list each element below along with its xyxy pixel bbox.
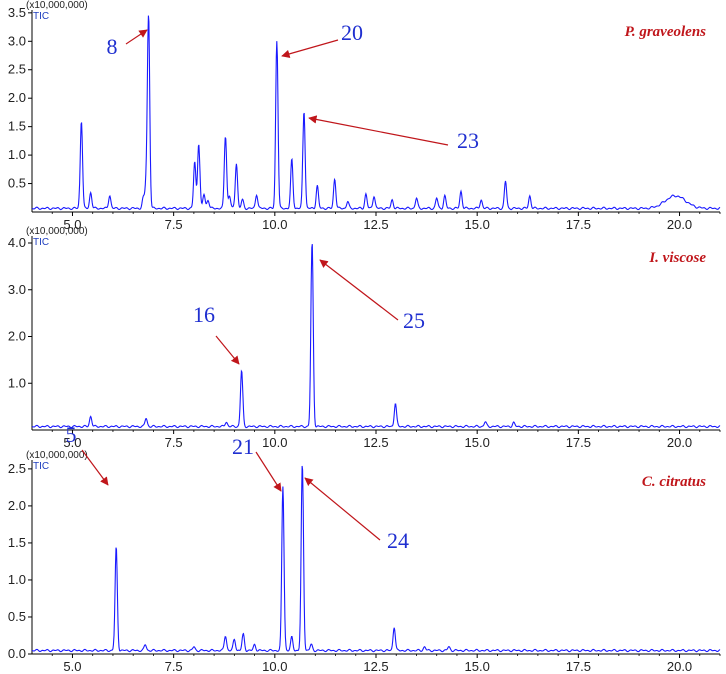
x-tick-label: 10.0 [262, 217, 287, 232]
x-tick-label: 12.5 [363, 435, 388, 450]
x-tick-label: 20.0 [667, 217, 692, 232]
peak-number-label: 8 [107, 34, 118, 59]
x-tick-label: 5.0 [63, 435, 81, 450]
y-tick-label: 1.5 [8, 535, 26, 550]
x-tick-label: 17.5 [566, 435, 591, 450]
x-tick-label: 7.5 [165, 217, 183, 232]
y-scale-label: (x10,000,000) [26, 450, 88, 461]
x-tick-label: 15.0 [465, 435, 490, 450]
peak-number-label: 16 [193, 302, 215, 327]
peak-arrow [255, 451, 282, 492]
peak-number-label: 24 [387, 528, 409, 553]
tic-trace-line [31, 465, 721, 653]
chromatogram-panel-3: (x10,000,000)TIC 5.0 7.5 10.0 12.5 15.0 17.5 20… [8, 422, 721, 674]
x-tick-label: 5.0 [63, 217, 81, 232]
y-tick-label: 3.0 [8, 33, 26, 48]
signal-label: TIC [33, 237, 49, 248]
y-tick-label: 0.5 [8, 609, 26, 624]
peak-arrow [215, 335, 240, 365]
y-tick-label: 3.5 [8, 5, 26, 20]
peak-number-label: 23 [457, 128, 479, 153]
peak-arrow [304, 477, 381, 541]
y-tick-label: 2.0 [8, 498, 26, 513]
x-tick-label: 12.5 [363, 217, 388, 232]
signal-label: TIC [33, 461, 49, 472]
y-tick-label: 1.0 [8, 147, 26, 162]
species-title: C. citratus [642, 474, 706, 490]
x-tick-label: 12.5 [363, 659, 388, 674]
chromatogram-panel-2: (x10,000,000)TIC 5.0 7.5 10.0 12.5 15.0 17.5 20… [8, 226, 721, 450]
x-tick-label: 5.0 [63, 659, 81, 674]
y-tick-label: 0.0 [8, 646, 26, 661]
species-title: P. graveolens [625, 24, 707, 40]
y-tick-label: 2.0 [8, 329, 26, 344]
y-tick-label: 0.5 [8, 176, 26, 191]
tic-trace-line [31, 244, 721, 429]
peak-number-label: 25 [403, 308, 425, 333]
peak-arrow [281, 39, 339, 58]
peak-arrow [125, 29, 148, 45]
x-tick-label: 17.5 [566, 659, 591, 674]
signal-label: TIC [33, 11, 49, 22]
y-scale-label: (x10,000,000) [26, 0, 88, 11]
peak-arrow [308, 115, 449, 146]
chromatogram-panel-1: (x10,000,000)TIC 5.0 7.5 10.0 12.5 15.0 17.5 20… [8, 0, 721, 232]
peak-number-label: 20 [341, 20, 363, 45]
x-tick-label: 15.0 [465, 217, 490, 232]
peak-arrow [319, 259, 399, 321]
x-tick-label: 15.0 [465, 659, 490, 674]
x-tick-label: 20.0 [667, 435, 692, 450]
y-tick-label: 2.0 [8, 90, 26, 105]
x-tick-label: 17.5 [566, 217, 591, 232]
y-tick-label: 2.5 [8, 461, 26, 476]
y-scale-label: (x10,000,000) [26, 226, 88, 237]
peak-arrow [81, 449, 109, 486]
y-tick-label: 2.5 [8, 62, 26, 77]
x-tick-label: 20.0 [667, 659, 692, 674]
tic-trace-line [31, 15, 721, 211]
species-title: I. viscose [648, 250, 706, 266]
x-tick-label: 7.5 [165, 435, 183, 450]
x-tick-label: 10.0 [262, 435, 287, 450]
y-tick-label: 4.0 [8, 235, 26, 250]
y-tick-label: 1.5 [8, 119, 26, 134]
x-tick-label: 7.5 [165, 659, 183, 674]
y-tick-label: 1.0 [8, 375, 26, 390]
peak-number-label: 21 [232, 434, 254, 459]
y-tick-label: 3.0 [8, 282, 26, 297]
x-tick-label: 10.0 [262, 659, 287, 674]
y-tick-label: 1.0 [8, 572, 26, 587]
peak-number-label: 5 [66, 422, 77, 447]
